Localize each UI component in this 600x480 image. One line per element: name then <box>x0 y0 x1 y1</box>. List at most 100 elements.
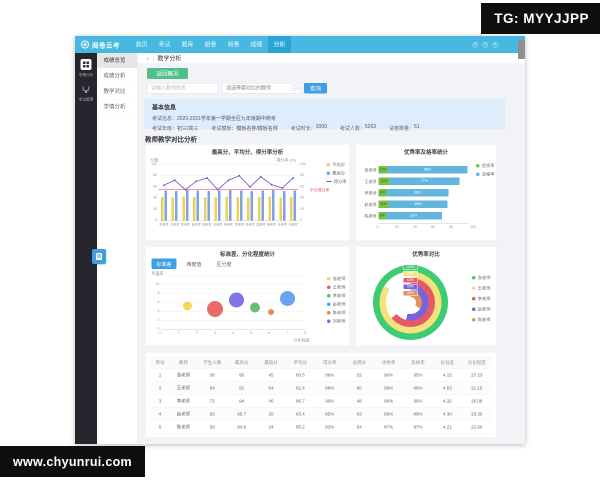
nav-item-首页[interactable]: 首页 <box>135 41 148 48</box>
table-cell: 96% <box>373 394 404 408</box>
nav-item-题库[interactable]: 题库 <box>181 41 194 48</box>
max-score-bar <box>293 190 297 221</box>
compare-teacher-select[interactable]: 请选择要对比的教师 × <box>222 83 300 94</box>
bar-category-label: 陈老师 <box>364 214 377 219</box>
bubble-李老师 <box>249 302 260 313</box>
bar-chart-title: 优秀率及格率统计 <box>404 149 448 156</box>
legend-item-陈老师[interactable]: 陈老师 <box>472 317 491 323</box>
scrollbar-thumb[interactable] <box>518 40 525 59</box>
bell-icon[interactable] <box>472 41 478 48</box>
clear-icon[interactable]: × <box>291 85 298 91</box>
legend-item-李老师[interactable]: 李老师 <box>327 293 346 299</box>
legend-item-王老师[interactable]: 王老师 <box>472 285 491 291</box>
legend-label: 陈老师 <box>332 310 346 315</box>
content-header: ‹ 教学分析 <box>137 53 525 64</box>
bar-chart-legend: 优秀率 及格率 <box>476 163 495 178</box>
avg-score-bar <box>214 196 218 221</box>
info-field-value: 初三/高三 <box>177 126 199 132</box>
legend-marker <box>472 275 476 280</box>
x-tick: 80 <box>449 225 454 230</box>
nav-item-考试[interactable]: 考试 <box>158 41 171 48</box>
legend-item-优秀率[interactable]: 优秀率 <box>476 163 495 169</box>
table-cell: 4.30 <box>432 407 463 421</box>
legend-item-平均分[interactable]: 平均分 <box>326 162 347 168</box>
table-cell: 赵老师 <box>169 407 198 421</box>
message-icon[interactable] <box>482 41 488 48</box>
y-tick: 8 <box>157 291 160 296</box>
settings-icon[interactable] <box>492 41 498 48</box>
legend-item-及格率[interactable]: 及格率 <box>476 171 495 177</box>
x-category-label: 杨老师 <box>224 223 233 227</box>
table-cell: 85% <box>315 407 345 421</box>
legend-item-张老师[interactable]: 张老师 <box>472 275 491 281</box>
menu-item-学情分析[interactable]: 学情分析 <box>97 100 137 115</box>
excellent-rate-segment: 10% <box>378 166 388 174</box>
table-row: 1 张老师 56 95 45 80.5 86% 52 90% 95% 4.15 27.23 <box>150 368 492 382</box>
legend-item-李老师[interactable]: 李老师 <box>472 296 491 302</box>
x-axis-unit: (%) <box>470 225 476 230</box>
nav-item-阅卷[interactable]: 阅卷 <box>227 41 240 48</box>
x-tick: 0 <box>376 225 379 230</box>
x-tick: 1 <box>177 331 180 336</box>
tab-标准差[interactable]: 标准差 <box>151 258 177 269</box>
table-cell: 27.23 <box>462 368 492 382</box>
legend-marker <box>327 276 331 281</box>
info-fields: 考试年级： 初三/高三 考试模板： 模板名称/模板名称 考试时长： 2000 考试人数： 52… <box>152 124 497 132</box>
legend-marker <box>472 296 476 301</box>
info-field-label: 试卷数量： <box>389 126 415 132</box>
legend-item-赵老师[interactable]: 赵老师 <box>327 301 346 307</box>
x-category-label: 马老师 <box>288 223 298 227</box>
table-cell: 48 <box>344 394 374 408</box>
table-cell: 89% <box>373 407 404 421</box>
nav-item-组卷[interactable]: 组卷 <box>204 41 217 48</box>
tab-难度值[interactable]: 难度值 <box>186 262 202 268</box>
table-header: 序号 教师 学生人数 最高分 最低分 平均分 得分率 总得分 优秀率 及格率 标准差 分化程度 <box>150 356 492 369</box>
y-tick-right: 100 <box>300 162 306 167</box>
pass-rate-segment: 65% <box>388 200 448 208</box>
legend-marker <box>476 172 480 176</box>
table-cell: 94.9 <box>226 420 257 434</box>
legend-item-最高分[interactable]: 最高分 <box>326 170 347 176</box>
menu-item-成绩总览[interactable]: 成绩总览 <box>97 53 137 69</box>
legend-marker <box>476 163 480 168</box>
table-body: 1 张老师 56 95 45 80.5 86% 52 90% 95% 4.15 27.23 2 王老师 64… <box>150 368 492 434</box>
legend-item-刘老师[interactable]: 刘老师 <box>327 318 346 324</box>
max-score-bar <box>282 190 286 221</box>
x-category-label: 王老师 <box>170 223 180 227</box>
legend-item-张老师[interactable]: 张老师 <box>327 276 346 282</box>
sidebar-item-1[interactable]: 学情分析 <box>75 53 97 78</box>
back-overview-button[interactable]: 返回概况 <box>147 68 188 79</box>
legend-label: 王老师 <box>332 284 346 290</box>
x-category-label: 张老师 <box>159 223 169 227</box>
primary-sidebar: 学情分析 考试管理 <box>75 53 97 444</box>
tab-区分度[interactable]: 区分度 <box>216 262 232 268</box>
legend-label: 李老师 <box>332 293 346 298</box>
legend-item-得分率[interactable]: 得分率 <box>326 179 347 185</box>
query-button[interactable]: 查询 <box>304 83 327 94</box>
table-cell: 58 <box>197 420 227 434</box>
score-rate-line <box>158 174 299 191</box>
table-cell: 98% <box>403 381 433 395</box>
back-arrow-icon[interactable]: ‹ <box>146 54 149 63</box>
menu-item-成绩分析[interactable]: 成绩分析 <box>97 69 137 84</box>
avg-score-bar <box>247 197 250 221</box>
teacher-search-input[interactable]: 请输入教师姓名 <box>147 83 218 94</box>
avg-score-bar <box>171 197 175 221</box>
watermark-bottom-text: www.chyunrui.com <box>13 454 132 469</box>
table-cell: 22.60 <box>462 420 492 434</box>
feedback-button[interactable] <box>92 249 106 264</box>
legend-item-王老师[interactable]: 王老师 <box>327 284 346 290</box>
max-score-bar <box>239 190 243 221</box>
nav-item-成绩[interactable]: 成绩 <box>250 41 263 48</box>
max-score-bar <box>207 190 210 221</box>
legend-label: 刘老师 <box>332 318 346 324</box>
sidebar-item-2[interactable]: 考试管理 <box>75 78 97 103</box>
table-cell: 96% <box>403 394 433 408</box>
legend-item-陈老师[interactable]: 陈老师 <box>327 310 346 316</box>
nav-item-分析[interactable]: 分析 <box>268 36 292 53</box>
y-tick-left: 100 <box>151 162 157 167</box>
donut-chart-title: 优秀率对比 <box>412 251 440 258</box>
legend-item-赵老师[interactable]: 赵老师 <box>472 306 491 312</box>
menu-item-教学对比[interactable]: 教学对比 <box>97 84 137 100</box>
pass-rate-segment: 88% <box>387 166 468 174</box>
